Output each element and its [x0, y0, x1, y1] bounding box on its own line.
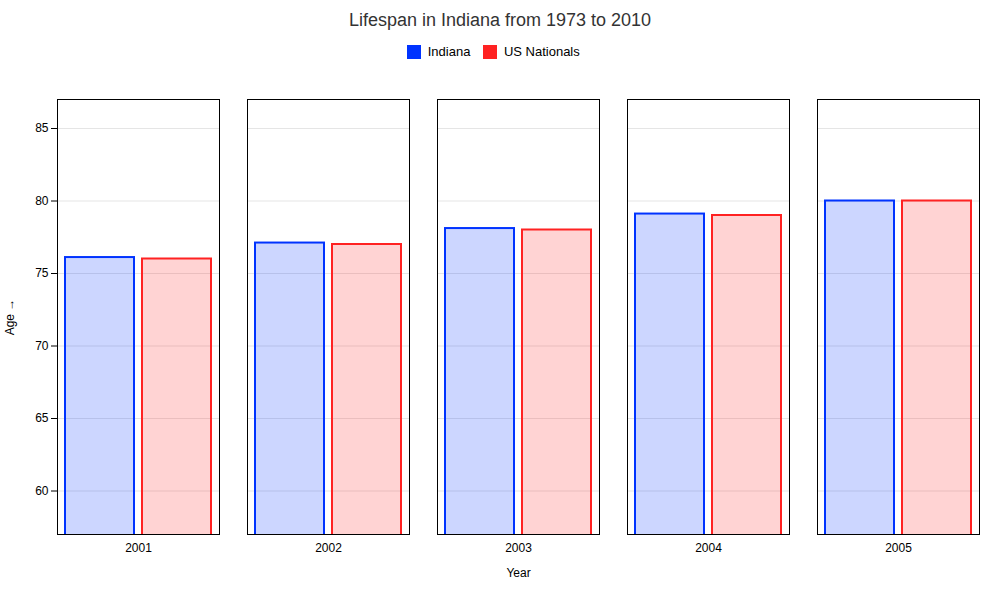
svg-text:60: 60 — [35, 483, 49, 497]
html-text:Indiana: Indiana — [427, 44, 471, 59]
svg-text:75: 75 — [35, 266, 49, 280]
svg-text:2004: 2004 — [695, 541, 722, 555]
svg-text:70: 70 — [35, 338, 49, 352]
html-text:US Nationals: US Nationals — [503, 44, 580, 59]
svg-text:2002: 2002 — [315, 541, 342, 555]
svg-text:85: 85 — [35, 121, 49, 135]
html-text:Lifespan in Indiana from 1973: Lifespan in Indiana from 1973 to 2010 — [348, 10, 652, 30]
svg-text:Year: Year — [506, 565, 530, 579]
svg-text:80: 80 — [35, 193, 49, 207]
svg-text:2003: 2003 — [505, 541, 532, 555]
svg-text:65: 65 — [35, 411, 49, 425]
svg-text:2005: 2005 — [885, 541, 912, 555]
svg-text:2001: 2001 — [125, 541, 152, 555]
svg-text:Age →: Age → — [3, 298, 17, 335]
